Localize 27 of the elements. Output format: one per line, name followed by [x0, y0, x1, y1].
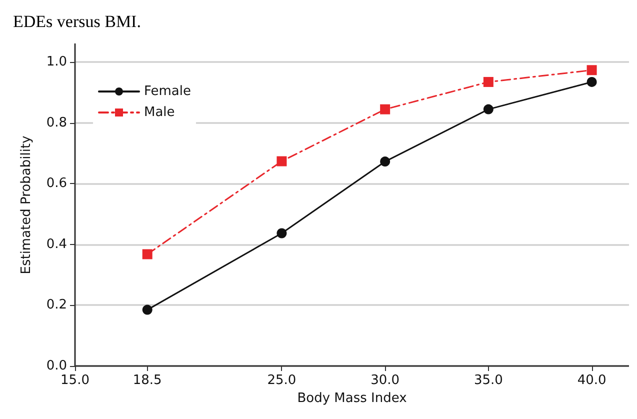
point — [276, 228, 287, 238]
point — [483, 104, 494, 114]
y-tick-label: 0.8 — [46, 115, 67, 130]
y-tick-label: 1.0 — [46, 54, 67, 70]
x-tick-label: 18.5 — [132, 373, 162, 388]
y-tick-label: 0.6 — [46, 176, 67, 192]
x-tick-label: 15.0 — [60, 373, 90, 388]
point — [380, 156, 390, 167]
y-tick-label: 0.2 — [46, 298, 67, 313]
x-axis-title: Body Mass Index — [297, 391, 408, 406]
chart-title: EDEs versus BMI. — [13, 12, 141, 31]
x-tick-label: 40.0 — [577, 373, 606, 388]
y-axis-title: Estimated Probability — [19, 135, 34, 274]
point — [142, 249, 152, 260]
x-tick-label: 25.0 — [267, 373, 296, 388]
legend-label: Female — [144, 84, 192, 99]
legend-label: Male — [144, 105, 175, 120]
x-tick-label: 35.0 — [474, 373, 503, 388]
y-tick-label: 0.0 — [46, 358, 67, 374]
point — [276, 156, 287, 166]
point — [586, 76, 597, 87]
x-tick-label: 30.0 — [370, 373, 400, 388]
point — [483, 76, 494, 87]
point — [142, 304, 152, 315]
point — [380, 104, 390, 114]
y-tick-label: 0.4 — [46, 236, 67, 252]
point — [586, 65, 597, 76]
